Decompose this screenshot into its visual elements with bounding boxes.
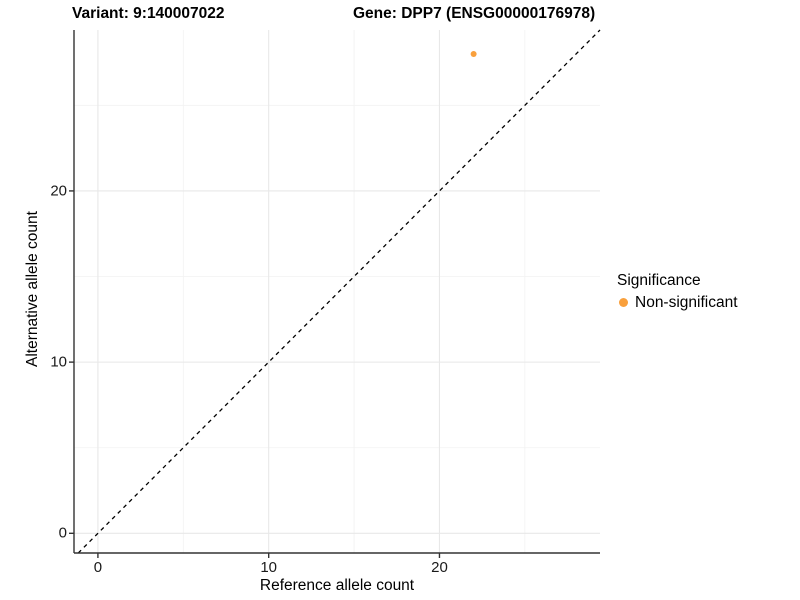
legend-items: Non-significant xyxy=(617,293,738,312)
x-tick-label: 0 xyxy=(93,559,103,576)
legend-item: Non-significant xyxy=(619,293,738,312)
y-tick-label: 20 xyxy=(50,182,67,200)
x-axis-title: Reference allele count xyxy=(259,577,415,594)
x-tick-label: 20 xyxy=(431,559,448,576)
gene-title: Gene: DPP7 (ENSG00000176978) xyxy=(353,5,596,22)
y-tick-label: 10 xyxy=(50,353,67,371)
data-point[interactable] xyxy=(470,50,477,57)
variant-title: Variant: 9:140007022 xyxy=(72,5,225,22)
identity-dashed-line xyxy=(77,29,601,554)
plot-panel xyxy=(74,30,600,553)
x-tick-label: 10 xyxy=(260,559,278,576)
legend-item-label: Non-significant xyxy=(635,293,738,311)
y-axis-title: Alternative allele count xyxy=(24,211,41,367)
legend-title: Significance xyxy=(617,272,701,289)
legend-key-dot-icon xyxy=(619,298,628,307)
legend: Significance Non-significant xyxy=(617,272,738,312)
y-tick-label: 0 xyxy=(58,524,67,542)
